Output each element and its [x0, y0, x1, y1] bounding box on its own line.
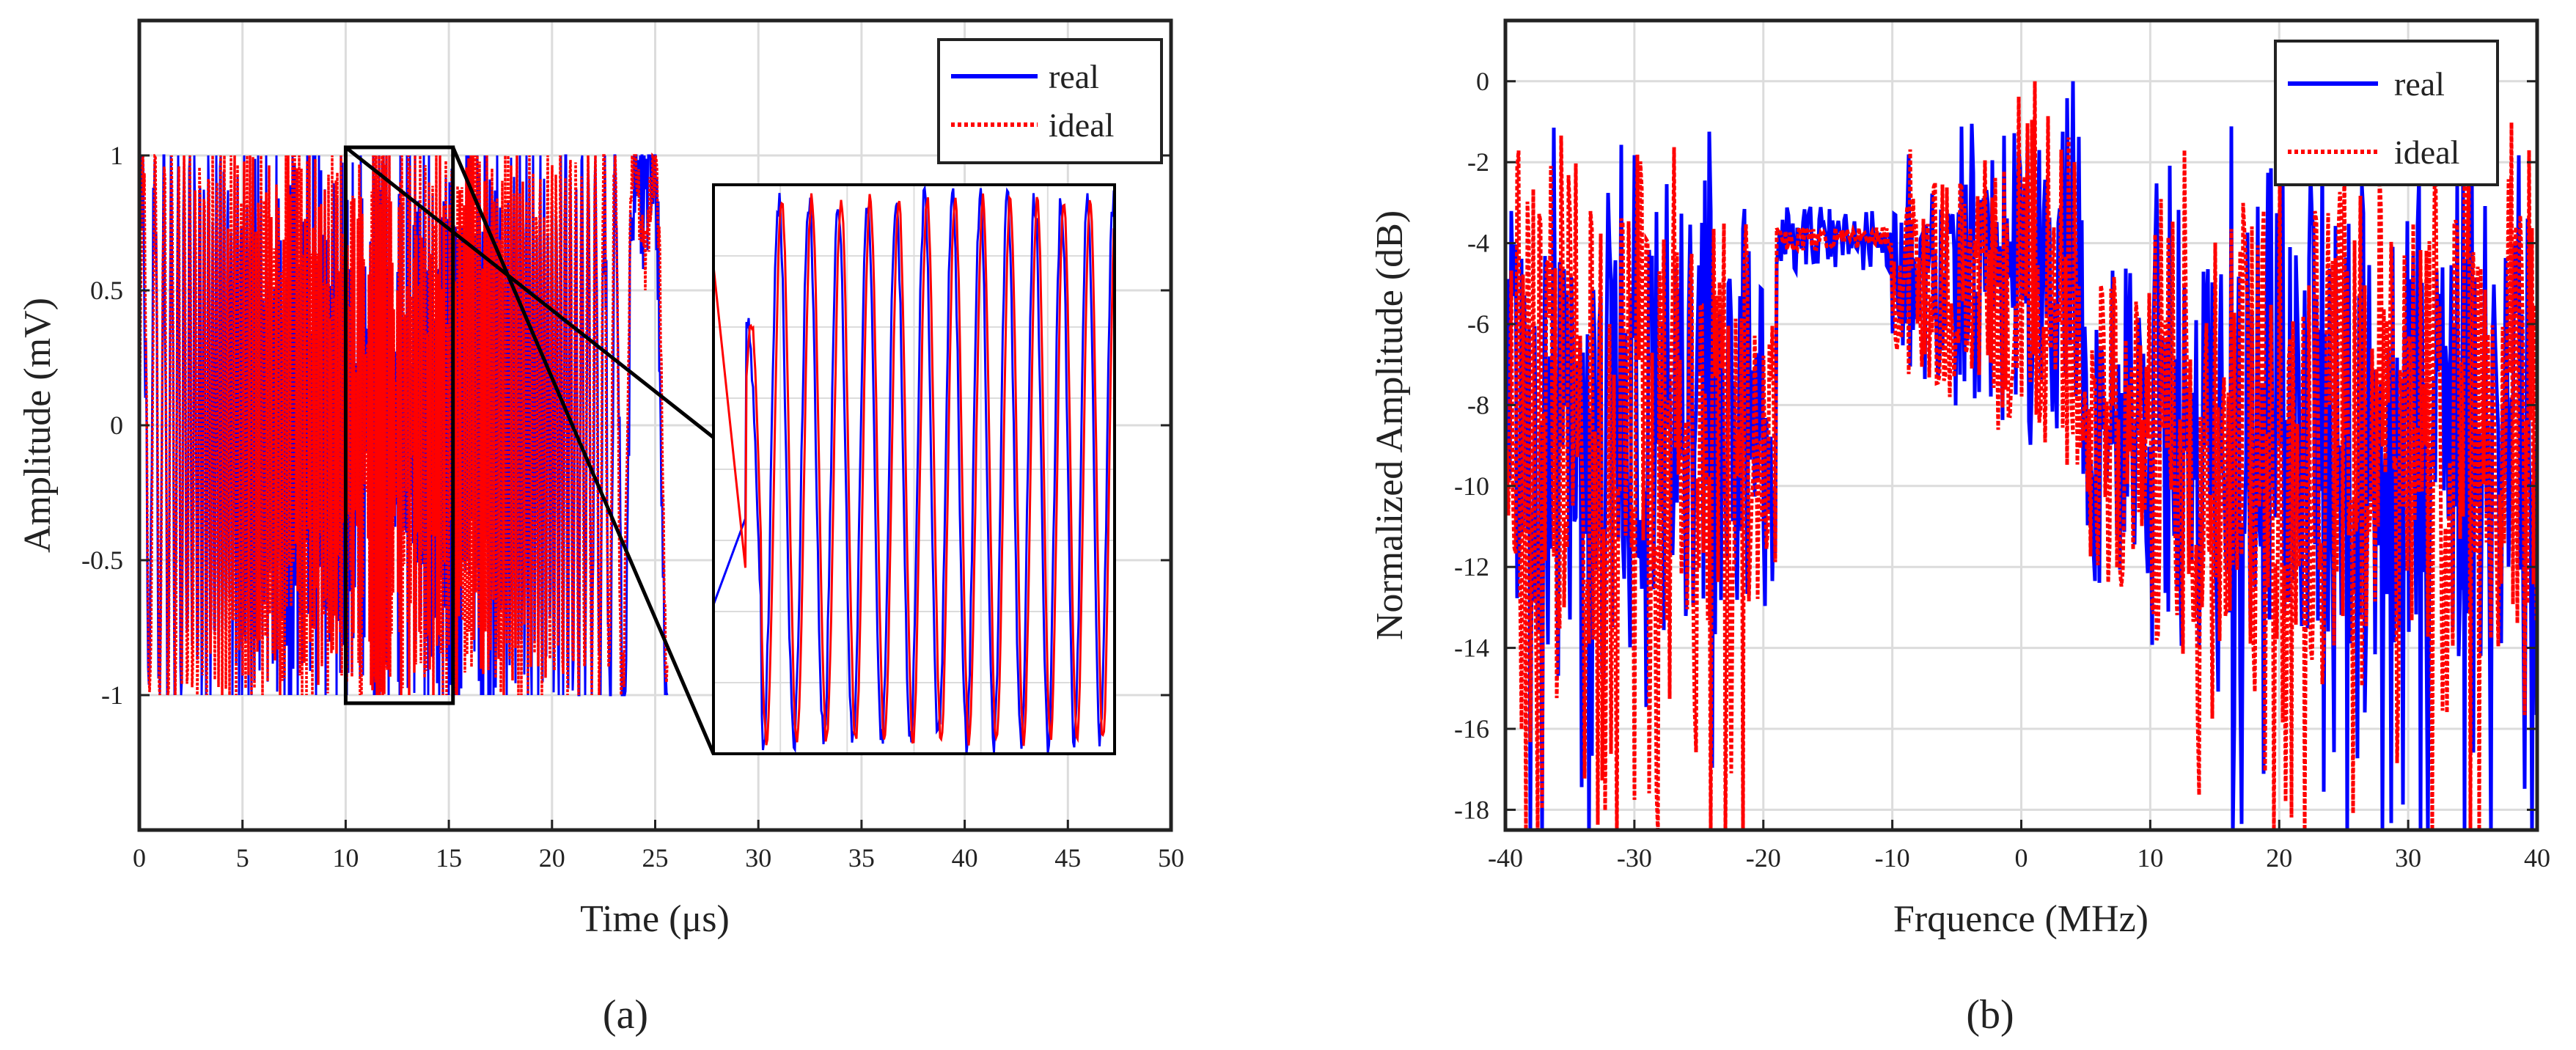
chart-b-y-tick-label: -12: [1454, 552, 1489, 581]
chart-b-x-tick-labels: -40 -30 -20 -10 0 10 20 30 40: [1488, 843, 2550, 873]
chart-a-x-tick-label: 15: [436, 843, 462, 873]
chart-b-y-tick-labels: 0 -2 -4 -6 -8 -10 -12 -14 -16 -18: [1454, 67, 1489, 825]
chart-b-x-tick-label: 40: [2524, 843, 2550, 873]
chart-a-x-tick-label: 50: [1158, 843, 1184, 873]
chart-a-x-tick-labels: 0 5 10 15 20 25 30 35 40 45 50: [133, 843, 1184, 873]
chart-a-y-tick-label: -0.5: [81, 546, 123, 575]
chart-a-x-tick-label: 0: [133, 843, 146, 873]
chart-b-ticks: [1504, 80, 2539, 830]
chart-a-inset-series-ideal: [713, 193, 1115, 746]
chart-b-y-axis-label: Normalized Amplitude (dB): [1369, 210, 1411, 640]
chart-a-y-tick-label: -1: [101, 680, 123, 710]
chart-b-y-tick-label: -14: [1454, 634, 1489, 663]
chart-a-x-tick-label: 40: [952, 843, 978, 873]
chart-a-zoom-line-bottom: [451, 146, 716, 755]
panel-label-a: (a): [603, 992, 648, 1038]
chart-b-y-tick-label: -16: [1454, 714, 1489, 744]
chart-a-x-tick-label: 5: [236, 843, 249, 873]
chart-a-inset: [712, 183, 1116, 755]
chart-b-x-tick-label: 10: [2137, 843, 2163, 873]
chart-b-x-tick-label: -30: [1617, 843, 1652, 873]
chart-b-legend: real ideal: [2274, 40, 2499, 186]
chart-b-y-tick-label: -4: [1467, 229, 1489, 258]
chart-a-ticks: [138, 154, 1173, 830]
chart-a-inset-grid: [713, 185, 1115, 754]
chart-b-x-tick-label: 20: [2266, 843, 2292, 873]
chart-a-x-tick-label: 45: [1054, 843, 1081, 873]
panel-label-b: (b): [1966, 992, 2014, 1038]
chart-a-x-tick-label: 10: [332, 843, 359, 873]
chart-b-y-tick-label: -6: [1467, 309, 1489, 339]
chart-b-x-tick-label: -10: [1875, 843, 1910, 873]
chart-b-x-tick-label: 0: [2015, 843, 2028, 873]
chart-a-x-tick-label: 20: [539, 843, 565, 873]
chart-b-x-axis-label: Frquence (MHz): [1893, 898, 2148, 940]
chart-a-zoom-box: [343, 145, 455, 705]
chart-b-y-tick-label: -18: [1454, 795, 1489, 824]
chart-a-legend-ideal: ideal: [1049, 106, 1114, 144]
chart-a-x-axis-label: Time (μs): [580, 898, 730, 940]
chart-b: -40 -30 -20 -10 0 10 20 30 40 0 -2 -4 -6 -8 -10 -12 -14…: [1369, 18, 2550, 1038]
chart-b-y-tick-label: -10: [1454, 471, 1489, 501]
chart-b-series-ideal: [1505, 81, 2537, 830]
chart-a-legend-real: real: [1049, 58, 1099, 95]
chart-b-x-tick-label: 30: [2395, 843, 2421, 873]
chart-a-x-tick-label: 35: [848, 843, 875, 873]
chart-a-y-tick-labels: -1 -0.5 0 0.5 1: [81, 141, 123, 710]
chart-b-legend-real: real: [2394, 65, 2445, 103]
chart-b-x-tick-label: -40: [1488, 843, 1523, 873]
chart-a-y-tick-label: 1: [110, 141, 123, 170]
chart-a-y-axis-label: Amplitude (mV): [17, 298, 59, 553]
chart-a-x-tick-label: 30: [745, 843, 771, 873]
chart-a-y-tick-label: 0: [110, 411, 123, 440]
chart-b-y-tick-label: -8: [1467, 390, 1489, 419]
chart-b-y-tick-label: 0: [1476, 67, 1489, 96]
chart-a: 0 5 10 15 20 25 30 35 40 45 50 -1 -0.5 0 0.5 1 Time (μ…: [17, 18, 1184, 1038]
chart-a-legend: real ideal: [937, 38, 1163, 164]
chart-b-x-tick-label: -20: [1746, 843, 1781, 873]
chart-b-y-tick-label: -2: [1467, 147, 1489, 177]
chart-a-y-tick-label: 0.5: [90, 276, 123, 305]
chart-a-x-tick-label: 25: [642, 843, 669, 873]
chart-b-legend-ideal: ideal: [2394, 133, 2459, 171]
